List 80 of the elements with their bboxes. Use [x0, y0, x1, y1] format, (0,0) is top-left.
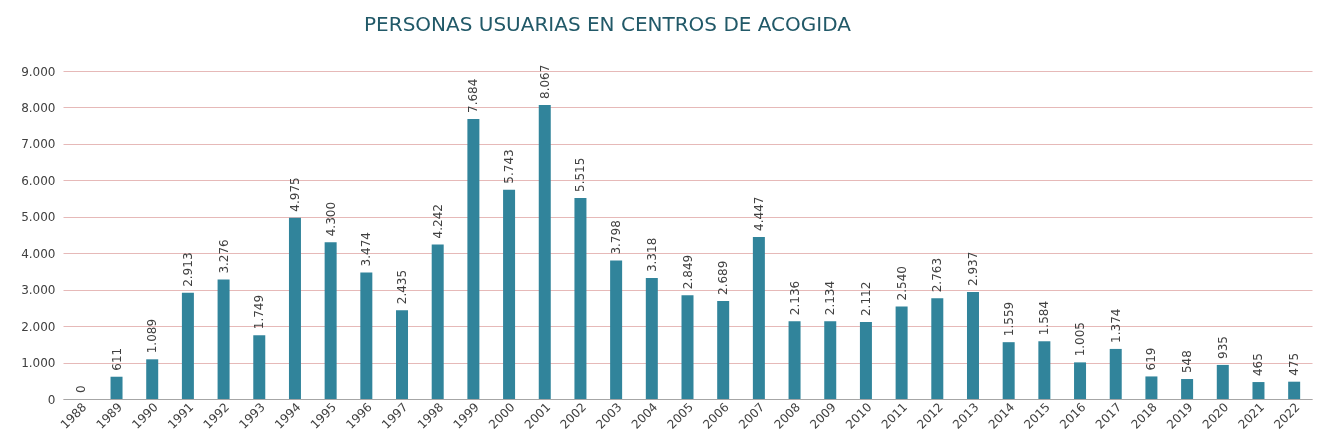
y-tick-label: 8.000 — [21, 100, 56, 115]
y-tick-label: 3.000 — [21, 283, 56, 298]
chart-title: PERSONAS USUARIAS EN CENTROS DE ACOGIDA — [364, 11, 852, 36]
data-label: 2.763 — [930, 257, 945, 293]
bar — [681, 295, 694, 399]
bar — [895, 306, 908, 399]
bar — [360, 272, 373, 399]
data-label: 4.975 — [287, 177, 302, 212]
data-label: 465 — [1251, 353, 1266, 377]
bar — [1216, 364, 1229, 399]
data-label: 7.684 — [466, 78, 481, 113]
bar — [538, 105, 551, 399]
bar — [288, 217, 301, 399]
data-label: 2.540 — [894, 266, 909, 301]
data-label: 5.743 — [502, 149, 517, 184]
bar — [1109, 348, 1122, 399]
bar — [610, 260, 623, 399]
bar — [752, 236, 765, 399]
y-tick-label: 0 — [47, 392, 56, 407]
bar — [253, 335, 266, 399]
y-tick-label: 1.000 — [21, 356, 56, 371]
data-label: 1.374 — [1108, 308, 1123, 343]
bar — [1252, 382, 1265, 399]
data-label: 935 — [1215, 336, 1230, 359]
y-tick-label: 9.000 — [21, 64, 56, 79]
data-label: 3.798 — [609, 220, 624, 255]
data-label: 2.136 — [787, 280, 802, 316]
bar — [574, 198, 587, 399]
data-label: 611 — [109, 347, 124, 371]
bar — [859, 322, 872, 399]
bar — [1288, 381, 1301, 399]
data-label: 5.515 — [573, 157, 588, 193]
data-label: 1.005 — [1073, 322, 1088, 357]
bar — [467, 118, 480, 399]
bar — [146, 359, 159, 399]
data-label: 475 — [1287, 352, 1302, 376]
data-label: 2.112 — [858, 281, 873, 317]
data-label: 548 — [1180, 350, 1195, 374]
data-label: 2.134 — [823, 280, 838, 316]
data-label: 4.300 — [323, 201, 338, 237]
bar — [645, 278, 658, 399]
data-label: 1.559 — [1001, 301, 1016, 337]
bar — [431, 244, 444, 399]
bar — [717, 301, 730, 399]
data-label: 0 — [73, 385, 88, 393]
y-tick-label: 6.000 — [21, 173, 56, 188]
bar — [788, 321, 801, 399]
y-tick-label: 4.000 — [21, 246, 56, 261]
y-tick-label: 5.000 — [21, 210, 56, 225]
bar — [1002, 342, 1015, 399]
data-label: 2.913 — [180, 252, 195, 287]
bar — [110, 376, 123, 399]
data-label: 1.749 — [252, 294, 267, 330]
data-label: 2.849 — [680, 254, 695, 290]
data-label: 4.242 — [430, 204, 445, 239]
bar — [181, 292, 194, 399]
bar — [1074, 362, 1087, 399]
data-label: 3.474 — [359, 232, 374, 267]
bar — [1038, 341, 1051, 399]
y-tick-label: 7.000 — [21, 137, 56, 152]
bar — [1181, 379, 1194, 399]
bar — [396, 310, 409, 399]
data-label: 3.276 — [216, 239, 231, 274]
data-label: 2.435 — [395, 269, 410, 305]
data-label: 8.067 — [537, 64, 552, 99]
data-label: 1.089 — [145, 318, 160, 354]
data-label: 1.584 — [1037, 300, 1052, 336]
data-label: 3.318 — [644, 237, 659, 273]
bar — [217, 279, 230, 399]
data-label: 4.447 — [751, 196, 766, 231]
y-tick-label: 2.000 — [21, 319, 56, 334]
data-label: 619 — [1144, 347, 1159, 371]
bar — [503, 189, 516, 399]
data-label: 2.937 — [965, 251, 980, 286]
data-label: 2.689 — [716, 260, 731, 295]
bar — [1145, 376, 1158, 399]
bar — [824, 321, 837, 399]
bar — [931, 298, 944, 399]
bar — [324, 242, 337, 399]
bar — [966, 291, 979, 399]
